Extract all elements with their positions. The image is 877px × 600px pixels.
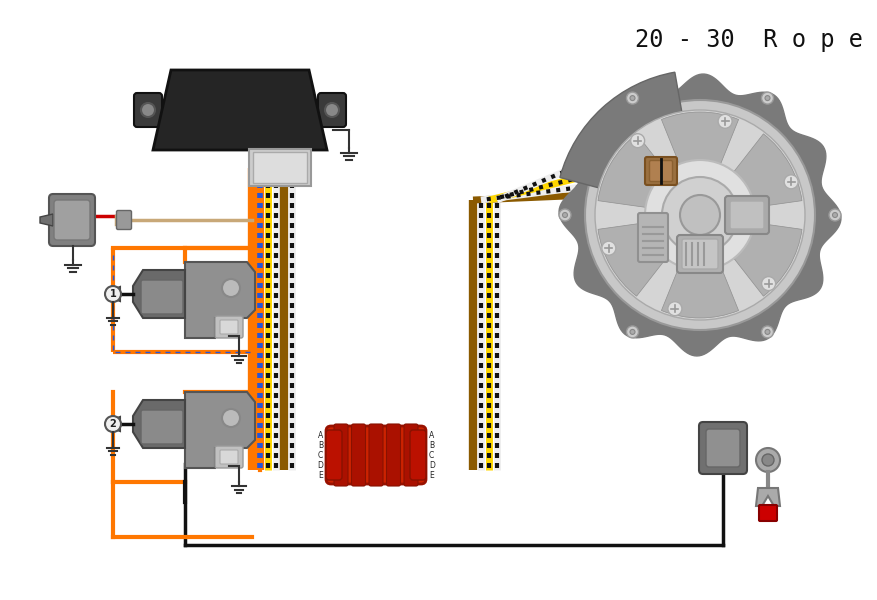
Wedge shape <box>699 134 801 215</box>
Circle shape <box>755 448 779 472</box>
Text: B: B <box>317 442 323 451</box>
Circle shape <box>601 241 615 255</box>
FancyBboxPatch shape <box>333 424 347 486</box>
Wedge shape <box>560 72 699 215</box>
FancyBboxPatch shape <box>758 505 776 521</box>
Polygon shape <box>132 400 185 448</box>
Circle shape <box>679 195 719 235</box>
Wedge shape <box>699 215 801 296</box>
Circle shape <box>141 103 155 117</box>
Polygon shape <box>40 214 53 226</box>
Text: E: E <box>429 472 433 481</box>
Circle shape <box>667 302 681 316</box>
FancyBboxPatch shape <box>141 280 182 314</box>
Circle shape <box>105 286 121 302</box>
FancyBboxPatch shape <box>649 160 672 181</box>
FancyBboxPatch shape <box>724 196 768 234</box>
FancyBboxPatch shape <box>220 320 238 334</box>
Polygon shape <box>132 270 185 318</box>
Circle shape <box>626 326 638 338</box>
FancyBboxPatch shape <box>386 424 400 486</box>
Circle shape <box>783 175 797 189</box>
Circle shape <box>764 329 769 334</box>
Text: 2: 2 <box>110 419 117 429</box>
Text: B: B <box>429 442 433 451</box>
Circle shape <box>630 329 634 334</box>
FancyBboxPatch shape <box>351 424 365 486</box>
FancyBboxPatch shape <box>368 424 382 486</box>
Circle shape <box>760 92 773 104</box>
Polygon shape <box>755 488 779 506</box>
Circle shape <box>717 115 731 128</box>
FancyBboxPatch shape <box>698 422 746 474</box>
FancyBboxPatch shape <box>253 152 307 183</box>
FancyBboxPatch shape <box>410 430 425 480</box>
Circle shape <box>761 454 774 466</box>
Circle shape <box>630 134 644 148</box>
FancyBboxPatch shape <box>325 426 425 484</box>
FancyBboxPatch shape <box>215 316 243 338</box>
FancyBboxPatch shape <box>638 213 667 262</box>
Polygon shape <box>153 70 326 150</box>
Text: D: D <box>317 461 323 470</box>
Circle shape <box>645 160 754 270</box>
Circle shape <box>760 277 774 290</box>
FancyBboxPatch shape <box>141 410 182 444</box>
FancyBboxPatch shape <box>317 93 346 127</box>
Wedge shape <box>597 215 699 296</box>
Circle shape <box>760 326 773 338</box>
Polygon shape <box>559 74 840 356</box>
Circle shape <box>562 212 567 217</box>
Circle shape <box>559 209 570 221</box>
Wedge shape <box>597 134 699 215</box>
FancyBboxPatch shape <box>403 424 417 486</box>
FancyBboxPatch shape <box>220 450 238 464</box>
FancyBboxPatch shape <box>676 235 722 273</box>
Polygon shape <box>185 392 254 468</box>
Circle shape <box>324 103 339 117</box>
Text: 20 - 30  R o p e: 20 - 30 R o p e <box>634 28 862 52</box>
FancyBboxPatch shape <box>249 149 310 186</box>
Circle shape <box>626 92 638 104</box>
Text: A: A <box>429 431 434 440</box>
FancyBboxPatch shape <box>215 446 243 468</box>
Circle shape <box>222 409 239 427</box>
Text: C: C <box>429 451 434 461</box>
Circle shape <box>222 279 239 297</box>
Circle shape <box>764 95 769 101</box>
Text: E: E <box>317 472 323 481</box>
FancyBboxPatch shape <box>645 157 676 185</box>
Wedge shape <box>660 215 738 318</box>
Text: 1: 1 <box>110 289 117 299</box>
Circle shape <box>105 416 121 432</box>
FancyBboxPatch shape <box>134 93 162 127</box>
Text: C: C <box>317 451 323 461</box>
Circle shape <box>630 95 634 101</box>
FancyBboxPatch shape <box>54 200 90 240</box>
Circle shape <box>584 100 814 330</box>
FancyBboxPatch shape <box>117 211 132 229</box>
Polygon shape <box>107 417 120 431</box>
FancyBboxPatch shape <box>681 239 717 269</box>
Polygon shape <box>185 262 254 338</box>
Polygon shape <box>107 287 120 301</box>
FancyBboxPatch shape <box>49 194 95 246</box>
Circle shape <box>828 209 840 221</box>
Wedge shape <box>660 112 738 215</box>
FancyBboxPatch shape <box>729 201 763 229</box>
Text: A: A <box>317 431 323 440</box>
Text: D: D <box>429 461 434 470</box>
Circle shape <box>595 110 804 320</box>
Circle shape <box>661 177 738 253</box>
FancyBboxPatch shape <box>705 429 739 467</box>
FancyBboxPatch shape <box>325 430 342 480</box>
Circle shape <box>831 212 837 217</box>
